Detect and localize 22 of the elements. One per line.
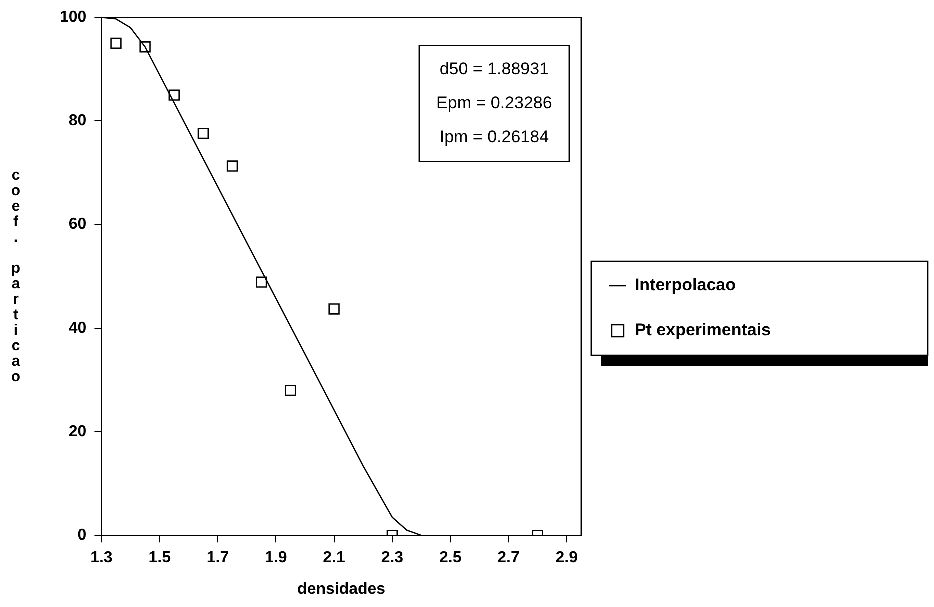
y-tick-label: 20	[68, 423, 87, 440]
legend-label: Pt experimentais	[634, 320, 772, 340]
x-tick-label: 2.3	[381, 550, 404, 567]
y-tick-label: 60	[68, 216, 87, 234]
annotation: Epm = 0.23286	[436, 93, 552, 112]
y-tick-label: 40	[68, 320, 87, 337]
x-tick-label: 1.9	[265, 550, 288, 567]
y-tick-label: 100	[60, 9, 87, 26]
x-tick-label: 1.3	[90, 550, 113, 567]
x-tick-label: 2.5	[439, 550, 462, 567]
text: coef. particao	[11, 166, 21, 386]
x-axis-title: densidades	[298, 580, 386, 598]
x-tick-label: 1.7	[206, 550, 230, 567]
y-tick-label: 0	[78, 527, 87, 544]
annotation: Ipm = 0.26184	[440, 127, 550, 146]
y-tick-label: 80	[68, 112, 87, 130]
x-tick-label: 2.7	[498, 550, 520, 567]
x-tick-label: 1.5	[148, 550, 172, 567]
x-tick-label: 2.9	[556, 550, 578, 567]
legend-label: Interpolacao	[634, 276, 736, 295]
annotation: d50 = 1.88931	[440, 59, 550, 78]
x-tick-label: 2.1	[323, 550, 346, 567]
